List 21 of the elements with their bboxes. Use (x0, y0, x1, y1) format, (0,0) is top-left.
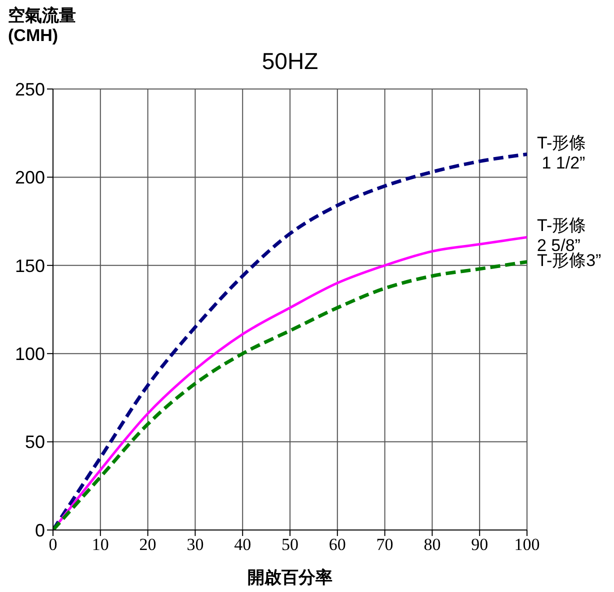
x-tick-label: 40 (234, 535, 252, 554)
x-tick-label: 60 (328, 535, 346, 554)
y-tick-label: 50 (24, 432, 45, 452)
x-tick-label: 10 (92, 535, 109, 554)
x-tick-label: 50 (282, 535, 298, 554)
y-tick-label: 100 (14, 344, 45, 364)
x-tick-label: 70 (376, 535, 394, 554)
chart-title: 50HZ (260, 48, 320, 75)
x-tick-label: 80 (424, 535, 441, 554)
x-tick-label: 90 (471, 535, 488, 554)
y-tick-label: 0 (34, 520, 45, 540)
y-tick-label: 200 (14, 168, 45, 188)
y-tick-label: 150 (14, 256, 45, 276)
y-tick-label: 250 (14, 79, 45, 100)
x-tick-label: 30 (186, 535, 204, 554)
series-label: T-形條 1 1/2” (537, 134, 586, 173)
y-axis-title: 空氣流量 (CMH) (8, 6, 76, 46)
x-tick-label: 100 (514, 535, 540, 554)
x-axis-title: 開啟百分率 (246, 567, 334, 589)
x-tick-label: 20 (139, 535, 156, 554)
x-tick-label: 0 (48, 535, 58, 554)
